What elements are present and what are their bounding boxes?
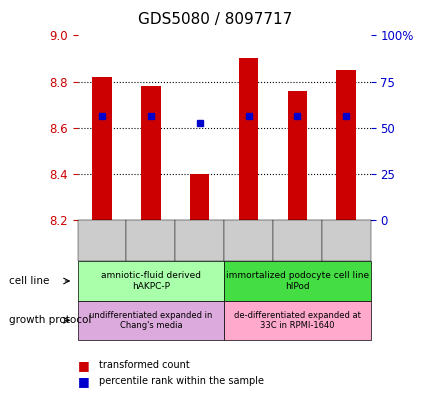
Text: cell line: cell line: [9, 276, 49, 286]
Bar: [141, 86, 160, 220]
Text: amniotic-fluid derived
hAKPC-P: amniotic-fluid derived hAKPC-P: [101, 271, 200, 291]
Text: immortalized podocyte cell line
hIPod: immortalized podocyte cell line hIPod: [225, 271, 368, 291]
Text: GDS5080 / 8097717: GDS5080 / 8097717: [138, 12, 292, 27]
Text: ■: ■: [77, 359, 89, 372]
Bar: [287, 91, 307, 220]
Bar: [238, 59, 258, 220]
Bar: [336, 70, 355, 220]
Text: ■: ■: [77, 375, 89, 388]
Text: transformed count: transformed count: [99, 360, 190, 371]
Text: percentile rank within the sample: percentile rank within the sample: [99, 376, 264, 386]
Text: undifferentiated expanded in
Chang's media: undifferentiated expanded in Chang's med…: [89, 310, 212, 330]
Bar: [92, 77, 111, 220]
Text: growth protocol: growth protocol: [9, 315, 91, 325]
Text: de-differentiated expanded at
33C in RPMI-1640: de-differentiated expanded at 33C in RPM…: [233, 310, 360, 330]
Bar: [190, 174, 209, 220]
